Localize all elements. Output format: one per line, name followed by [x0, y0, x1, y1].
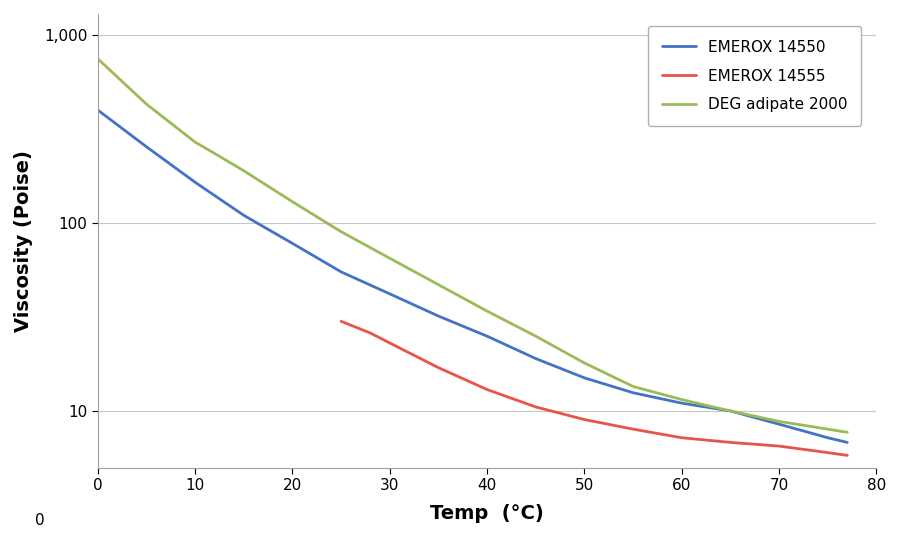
DEG adipate 2000 — [823, 426, 833, 432]
EMEROX 14550 — [627, 389, 638, 396]
DEG adipate 2000 — [336, 228, 346, 235]
DEG adipate 2000 — [677, 396, 688, 403]
Line: EMEROX 14550: EMEROX 14550 — [98, 110, 847, 442]
EMEROX 14550 — [530, 355, 541, 362]
DEG adipate 2000 — [287, 199, 298, 205]
EMEROX 14550 — [774, 421, 785, 427]
EMEROX 14550 — [482, 333, 492, 339]
DEG adipate 2000 — [384, 255, 395, 262]
DEG adipate 2000 — [530, 333, 541, 339]
EMEROX 14550 — [287, 240, 298, 247]
EMEROX 14550 — [141, 144, 152, 150]
EMEROX 14550 — [93, 107, 104, 113]
EMEROX 14550 — [579, 375, 590, 381]
EMEROX 14555 — [842, 452, 852, 459]
DEG adipate 2000 — [842, 429, 852, 436]
DEG adipate 2000 — [93, 56, 104, 62]
Line: DEG adipate 2000: DEG adipate 2000 — [98, 59, 847, 432]
EMEROX 14555 — [433, 364, 444, 371]
DEG adipate 2000 — [579, 360, 590, 366]
DEG adipate 2000 — [433, 282, 444, 288]
DEG adipate 2000 — [209, 150, 220, 157]
EMEROX 14550 — [190, 179, 201, 185]
Line: EMEROX 14555: EMEROX 14555 — [341, 321, 847, 455]
DEG adipate 2000 — [141, 101, 152, 107]
EMEROX 14550 — [238, 212, 249, 219]
DEG adipate 2000 — [482, 308, 492, 315]
EMEROX 14555 — [579, 416, 590, 423]
EMEROX 14555 — [482, 386, 492, 393]
EMEROX 14555 — [774, 443, 785, 449]
DEG adipate 2000 — [627, 383, 638, 390]
EMEROX 14555 — [725, 439, 736, 446]
Text: 0: 0 — [35, 513, 45, 528]
EMEROX 14555 — [530, 404, 541, 410]
EMEROX 14550 — [384, 290, 395, 297]
EMEROX 14550 — [336, 268, 346, 275]
EMEROX 14555 — [364, 329, 375, 336]
DEG adipate 2000 — [238, 167, 249, 174]
DEG adipate 2000 — [774, 418, 785, 425]
EMEROX 14555 — [336, 318, 346, 324]
EMEROX 14550 — [725, 408, 736, 414]
EMEROX 14555 — [677, 434, 688, 441]
X-axis label: Temp  (°C): Temp (°C) — [430, 504, 544, 523]
EMEROX 14550 — [677, 400, 688, 406]
EMEROX 14555 — [627, 426, 638, 432]
EMEROX 14550 — [842, 439, 852, 446]
EMEROX 14550 — [433, 313, 444, 320]
EMEROX 14550 — [823, 434, 833, 441]
EMEROX 14555 — [823, 449, 833, 456]
Legend: EMEROX 14550, EMEROX 14555, DEG adipate 2000: EMEROX 14550, EMEROX 14555, DEG adipate … — [648, 26, 861, 126]
DEG adipate 2000 — [190, 139, 201, 145]
EMEROX 14555 — [384, 340, 395, 346]
DEG adipate 2000 — [725, 408, 736, 414]
Y-axis label: Viscosity (Poise): Viscosity (Poise) — [14, 150, 33, 332]
